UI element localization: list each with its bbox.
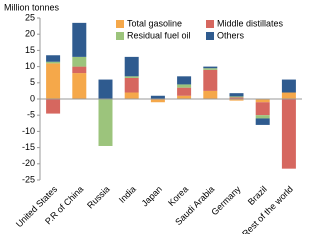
bar-segment — [177, 87, 192, 96]
bar-segment — [98, 99, 113, 146]
y-tick-label: 0 — [30, 93, 35, 103]
bar-segment — [203, 66, 218, 69]
legend-swatch — [206, 32, 214, 40]
bar-segment — [255, 102, 270, 116]
bar-segment — [255, 118, 270, 125]
legend-swatch — [116, 32, 124, 40]
bar-segment — [203, 69, 218, 91]
bar-segment — [72, 22, 87, 57]
legend-swatch — [206, 20, 214, 28]
y-tick-label: 20 — [25, 29, 35, 39]
bar-segment — [177, 84, 192, 88]
y-tick-label: -15 — [22, 142, 35, 152]
bar-segment — [46, 61, 61, 64]
bar-segment — [177, 95, 192, 99]
y-tick-label: -10 — [22, 126, 35, 136]
x-tick-label: India — [117, 184, 138, 205]
x-tick-label: Brazil — [246, 184, 269, 207]
y-tick-label: -20 — [22, 158, 35, 168]
chart: Million tonnes -25-20-15-10-50510152025U… — [4, 2, 302, 234]
legend-label: Others — [217, 30, 245, 40]
bar-segment — [255, 115, 270, 119]
x-tick-label: Russia — [85, 184, 112, 211]
legend-label: Residual fuel oil — [127, 30, 191, 40]
x-tick-label: Japan — [140, 184, 164, 208]
bar-segment — [281, 99, 296, 169]
bar-segment — [229, 96, 244, 98]
bar-segment — [72, 66, 87, 74]
bar-segment — [72, 73, 87, 99]
y-tick-label: -5 — [27, 110, 35, 120]
bar-segment — [124, 56, 139, 77]
bar-segment — [229, 97, 244, 99]
bar-segment — [124, 92, 139, 99]
bar-segment — [124, 77, 139, 93]
bar-segment — [281, 79, 296, 93]
bar-segment — [150, 99, 165, 103]
x-tick-label: Germany — [209, 184, 243, 218]
legend-label: Total gasoline — [127, 18, 182, 28]
bar-segment — [72, 56, 87, 67]
y-tick-label: 25 — [25, 12, 35, 22]
y-tick-label: -25 — [22, 174, 35, 184]
legend-label: Middle distillates — [217, 18, 284, 28]
bar-segment — [177, 76, 192, 85]
bar-segment — [46, 63, 61, 99]
bar-segment — [124, 76, 139, 78]
bar-segment — [203, 90, 218, 99]
bar-segment — [46, 99, 61, 114]
x-tick-label: Korea — [166, 184, 190, 208]
bar-segment — [46, 55, 61, 62]
bar-segment — [281, 92, 296, 99]
bar-segment — [229, 93, 244, 97]
bar-segment — [98, 79, 113, 99]
bar-segment — [203, 68, 218, 70]
bar-segment — [255, 99, 270, 103]
y-axis-title: Million tonnes — [4, 2, 60, 12]
y-tick-label: 15 — [25, 45, 35, 55]
bar-segment — [150, 95, 165, 99]
legend-swatch — [116, 20, 124, 28]
y-tick-label: 10 — [25, 61, 35, 71]
y-tick-label: 5 — [30, 77, 35, 87]
bar-segment — [229, 99, 244, 101]
